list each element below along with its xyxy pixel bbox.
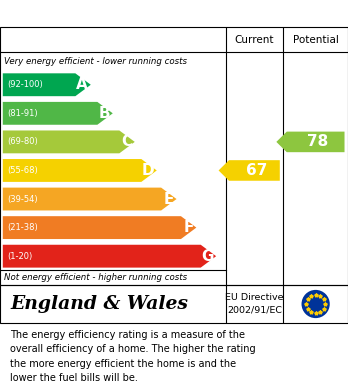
Polygon shape [3, 159, 157, 182]
Text: 78: 78 [307, 135, 329, 149]
Text: (92-100): (92-100) [7, 80, 43, 89]
Polygon shape [3, 131, 135, 153]
Text: (21-38): (21-38) [7, 223, 38, 232]
Text: England & Wales: England & Wales [10, 295, 188, 313]
Text: A: A [76, 77, 88, 92]
Text: B: B [98, 106, 110, 121]
Text: (39-54): (39-54) [7, 195, 38, 204]
Text: Very energy efficient - lower running costs: Very energy efficient - lower running co… [4, 57, 187, 66]
Polygon shape [3, 245, 216, 267]
Ellipse shape [301, 290, 330, 318]
Text: (1-20): (1-20) [7, 252, 32, 261]
Text: (81-91): (81-91) [7, 109, 38, 118]
Text: Energy Efficiency Rating: Energy Efficiency Rating [63, 6, 285, 21]
Text: 67: 67 [246, 163, 267, 178]
Text: C: C [121, 135, 132, 149]
Polygon shape [3, 216, 196, 239]
Polygon shape [276, 132, 345, 152]
Text: EU Directive
2002/91/EC: EU Directive 2002/91/EC [225, 293, 284, 315]
Text: Not energy efficient - higher running costs: Not energy efficient - higher running co… [4, 273, 187, 282]
Text: The energy efficiency rating is a measure of the
overall efficiency of a home. T: The energy efficiency rating is a measur… [10, 330, 256, 383]
Polygon shape [3, 74, 91, 96]
Text: E: E [164, 192, 174, 206]
Polygon shape [3, 102, 113, 125]
Polygon shape [219, 160, 280, 181]
Text: (69-80): (69-80) [7, 137, 38, 146]
Text: F: F [183, 220, 193, 235]
Text: D: D [141, 163, 154, 178]
Text: Potential: Potential [293, 35, 339, 45]
Polygon shape [3, 188, 176, 210]
Text: Current: Current [235, 35, 274, 45]
Text: (55-68): (55-68) [7, 166, 38, 175]
Text: G: G [201, 249, 213, 264]
